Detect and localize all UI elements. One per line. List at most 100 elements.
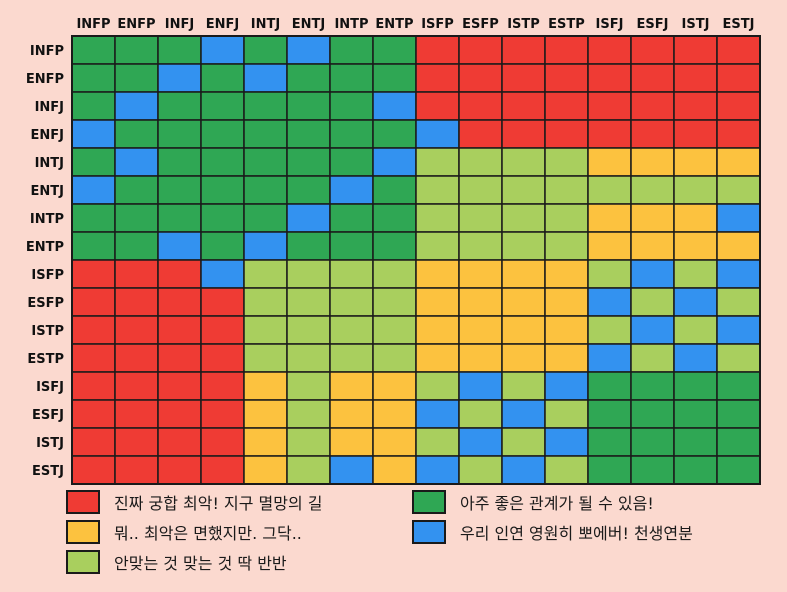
cell-esfp-enfp [114, 287, 159, 317]
cell-isfp-entp [372, 259, 417, 289]
cell-entj-estj [716, 175, 761, 205]
cell-infp-esfp [458, 35, 503, 65]
cell-estp-istj [673, 343, 718, 373]
cell-intj-esfp [458, 147, 503, 177]
cell-intj-enfp [114, 147, 159, 177]
cell-intp-infj [157, 203, 202, 233]
cell-intj-infp [71, 147, 116, 177]
cell-enfp-istj [673, 63, 718, 93]
cell-isfp-estj [716, 259, 761, 289]
cell-estj-istj [673, 455, 718, 485]
cell-estj-entj [286, 455, 331, 485]
cell-isfj-isfj [587, 371, 632, 401]
cell-istj-entj [286, 427, 331, 457]
cell-istj-infj [157, 427, 202, 457]
col-label-intp: INTP [334, 17, 368, 32]
col-label-entj: ENTJ [292, 17, 325, 32]
cell-isfp-infp [71, 259, 116, 289]
cell-infp-estp [544, 35, 589, 65]
cell-isfp-esfp [458, 259, 503, 289]
cell-isfj-intj [243, 371, 288, 401]
cell-enfj-istp [501, 119, 546, 149]
cell-entp-infp [71, 231, 116, 261]
cell-istp-estj [716, 315, 761, 345]
cell-enfj-intp [329, 119, 374, 149]
cell-infp-enfj [200, 35, 245, 65]
cell-isfp-isfp [415, 259, 460, 289]
cell-enfp-entp [372, 63, 417, 93]
cell-istj-isfj [587, 427, 632, 457]
col-label-isfj: ISFJ [596, 17, 624, 32]
cell-estp-isfp [415, 343, 460, 373]
cell-istp-estp [544, 315, 589, 345]
cell-esfp-entp [372, 287, 417, 317]
cell-istp-intp [329, 315, 374, 345]
cell-entj-infp [71, 175, 116, 205]
cell-entp-estj [716, 231, 761, 261]
cell-estp-intp [329, 343, 374, 373]
cell-intp-enfp [114, 203, 159, 233]
cell-entp-infj [157, 231, 202, 261]
cell-istj-istp [501, 427, 546, 457]
cell-infj-enfp [114, 91, 159, 121]
cell-entp-entj [286, 231, 331, 261]
cell-infp-intp [329, 35, 374, 65]
cell-entp-isfj [587, 231, 632, 261]
cell-entp-isfp [415, 231, 460, 261]
col-label-esfp: ESFP [462, 17, 499, 32]
cell-esfj-entp [372, 399, 417, 429]
cell-istp-esfp [458, 315, 503, 345]
cell-estp-infj [157, 343, 202, 373]
cell-esfp-esfp [458, 287, 503, 317]
row-label-intp: INTP [30, 212, 64, 227]
cell-intj-isfj [587, 147, 632, 177]
cell-isfj-enfp [114, 371, 159, 401]
cell-intj-istj [673, 147, 718, 177]
cell-intj-infj [157, 147, 202, 177]
row-label-intj: INTJ [35, 156, 64, 171]
cell-istp-isfp [415, 315, 460, 345]
cell-infp-infp [71, 35, 116, 65]
cell-istp-entp [372, 315, 417, 345]
cell-intp-entj [286, 203, 331, 233]
cell-infp-infj [157, 35, 202, 65]
cell-isfp-estp [544, 259, 589, 289]
cell-infp-istj [673, 35, 718, 65]
col-label-estj: ESTJ [723, 17, 755, 32]
cell-intp-enfj [200, 203, 245, 233]
cell-entp-esfp [458, 231, 503, 261]
cell-enfj-esfp [458, 119, 503, 149]
cell-isfj-istj [673, 371, 718, 401]
cell-intj-estp [544, 147, 589, 177]
cell-estj-isfp [415, 455, 460, 485]
cell-estj-intj [243, 455, 288, 485]
cell-isfj-esfp [458, 371, 503, 401]
cell-istj-estp [544, 427, 589, 457]
cell-enfp-esfp [458, 63, 503, 93]
cell-infj-estj [716, 91, 761, 121]
cell-istj-istj [673, 427, 718, 457]
cell-esfp-estp [544, 287, 589, 317]
col-label-enfp: ENFP [117, 17, 155, 32]
cell-isfp-enfj [200, 259, 245, 289]
cell-entj-esfp [458, 175, 503, 205]
cell-infj-intj [243, 91, 288, 121]
col-label-enfj: ENFJ [206, 17, 239, 32]
cell-entj-entp [372, 175, 417, 205]
cell-istj-isfp [415, 427, 460, 457]
cell-infj-istj [673, 91, 718, 121]
cell-entj-enfp [114, 175, 159, 205]
cell-entp-enfp [114, 231, 159, 261]
cell-istj-esfp [458, 427, 503, 457]
cell-isfj-estj [716, 371, 761, 401]
cell-estp-esfp [458, 343, 503, 373]
cell-estp-entj [286, 343, 331, 373]
cell-estj-esfp [458, 455, 503, 485]
cell-enfp-isfp [415, 63, 460, 93]
cell-estp-estp [544, 343, 589, 373]
cell-istp-enfp [114, 315, 159, 345]
cell-estj-esfj [630, 455, 675, 485]
cell-esfp-isfj [587, 287, 632, 317]
cell-intp-istp [501, 203, 546, 233]
row-label-estj: ESTJ [32, 464, 64, 479]
